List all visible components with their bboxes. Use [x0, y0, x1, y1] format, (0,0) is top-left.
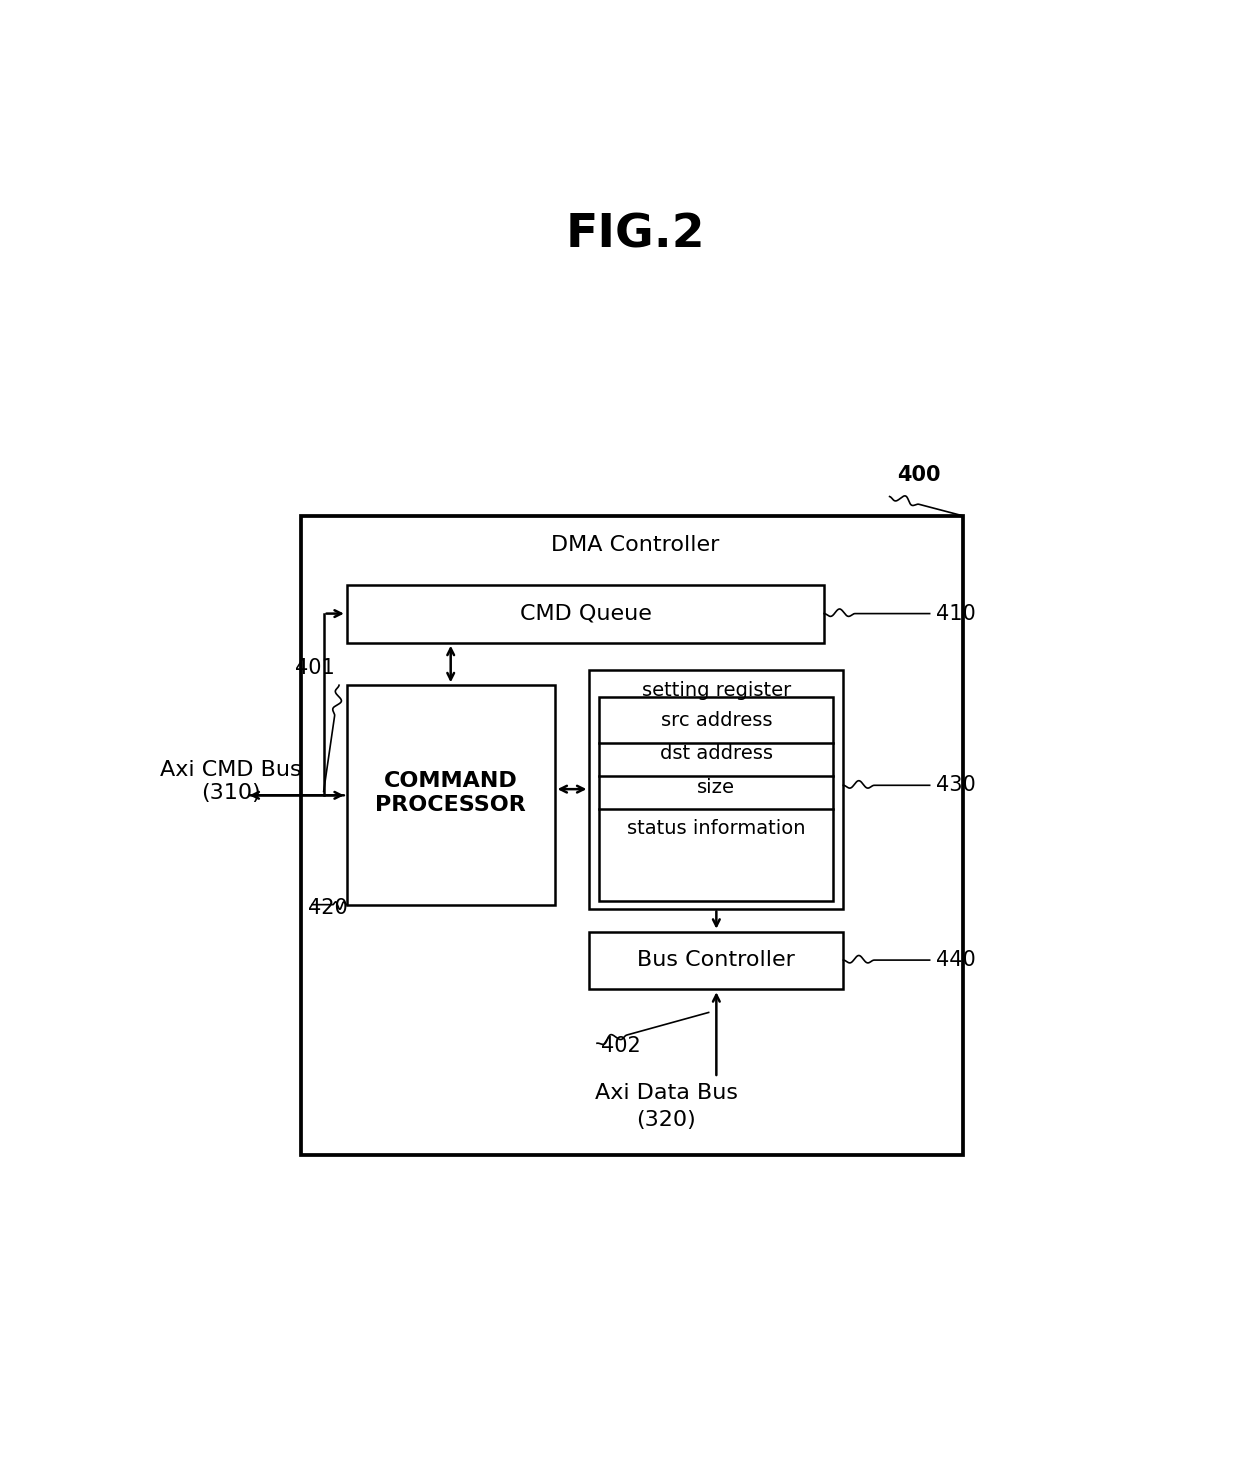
Text: dst address: dst address	[660, 745, 773, 763]
Text: size: size	[697, 779, 735, 797]
Text: FIG.2: FIG.2	[565, 212, 706, 257]
Text: 440: 440	[936, 950, 976, 971]
Text: 430: 430	[936, 776, 976, 795]
Bar	[347, 586, 825, 643]
Text: Axi Data Bus: Axi Data Bus	[595, 1083, 738, 1103]
Text: 400: 400	[898, 465, 941, 485]
Text: src address: src address	[661, 711, 773, 730]
Text: DMA Controller: DMA Controller	[552, 535, 719, 555]
Text: (310): (310)	[201, 783, 262, 802]
Bar	[599, 696, 833, 901]
Text: setting register: setting register	[642, 681, 791, 701]
Text: Bus Controller: Bus Controller	[637, 950, 795, 971]
Bar	[589, 932, 843, 990]
Text: 410: 410	[936, 603, 976, 624]
Bar	[589, 670, 843, 909]
Text: status information: status information	[627, 819, 806, 838]
Bar	[300, 516, 962, 1155]
Text: (320): (320)	[636, 1111, 696, 1130]
Text: CMD Queue: CMD Queue	[520, 603, 651, 624]
Text: Axi CMD Bus: Axi CMD Bus	[160, 760, 303, 780]
Text: 420: 420	[309, 898, 348, 919]
Text: 401: 401	[295, 658, 335, 677]
Bar	[347, 686, 554, 904]
Text: 402: 402	[601, 1035, 641, 1056]
Text: COMMAND
PROCESSOR: COMMAND PROCESSOR	[376, 771, 526, 814]
